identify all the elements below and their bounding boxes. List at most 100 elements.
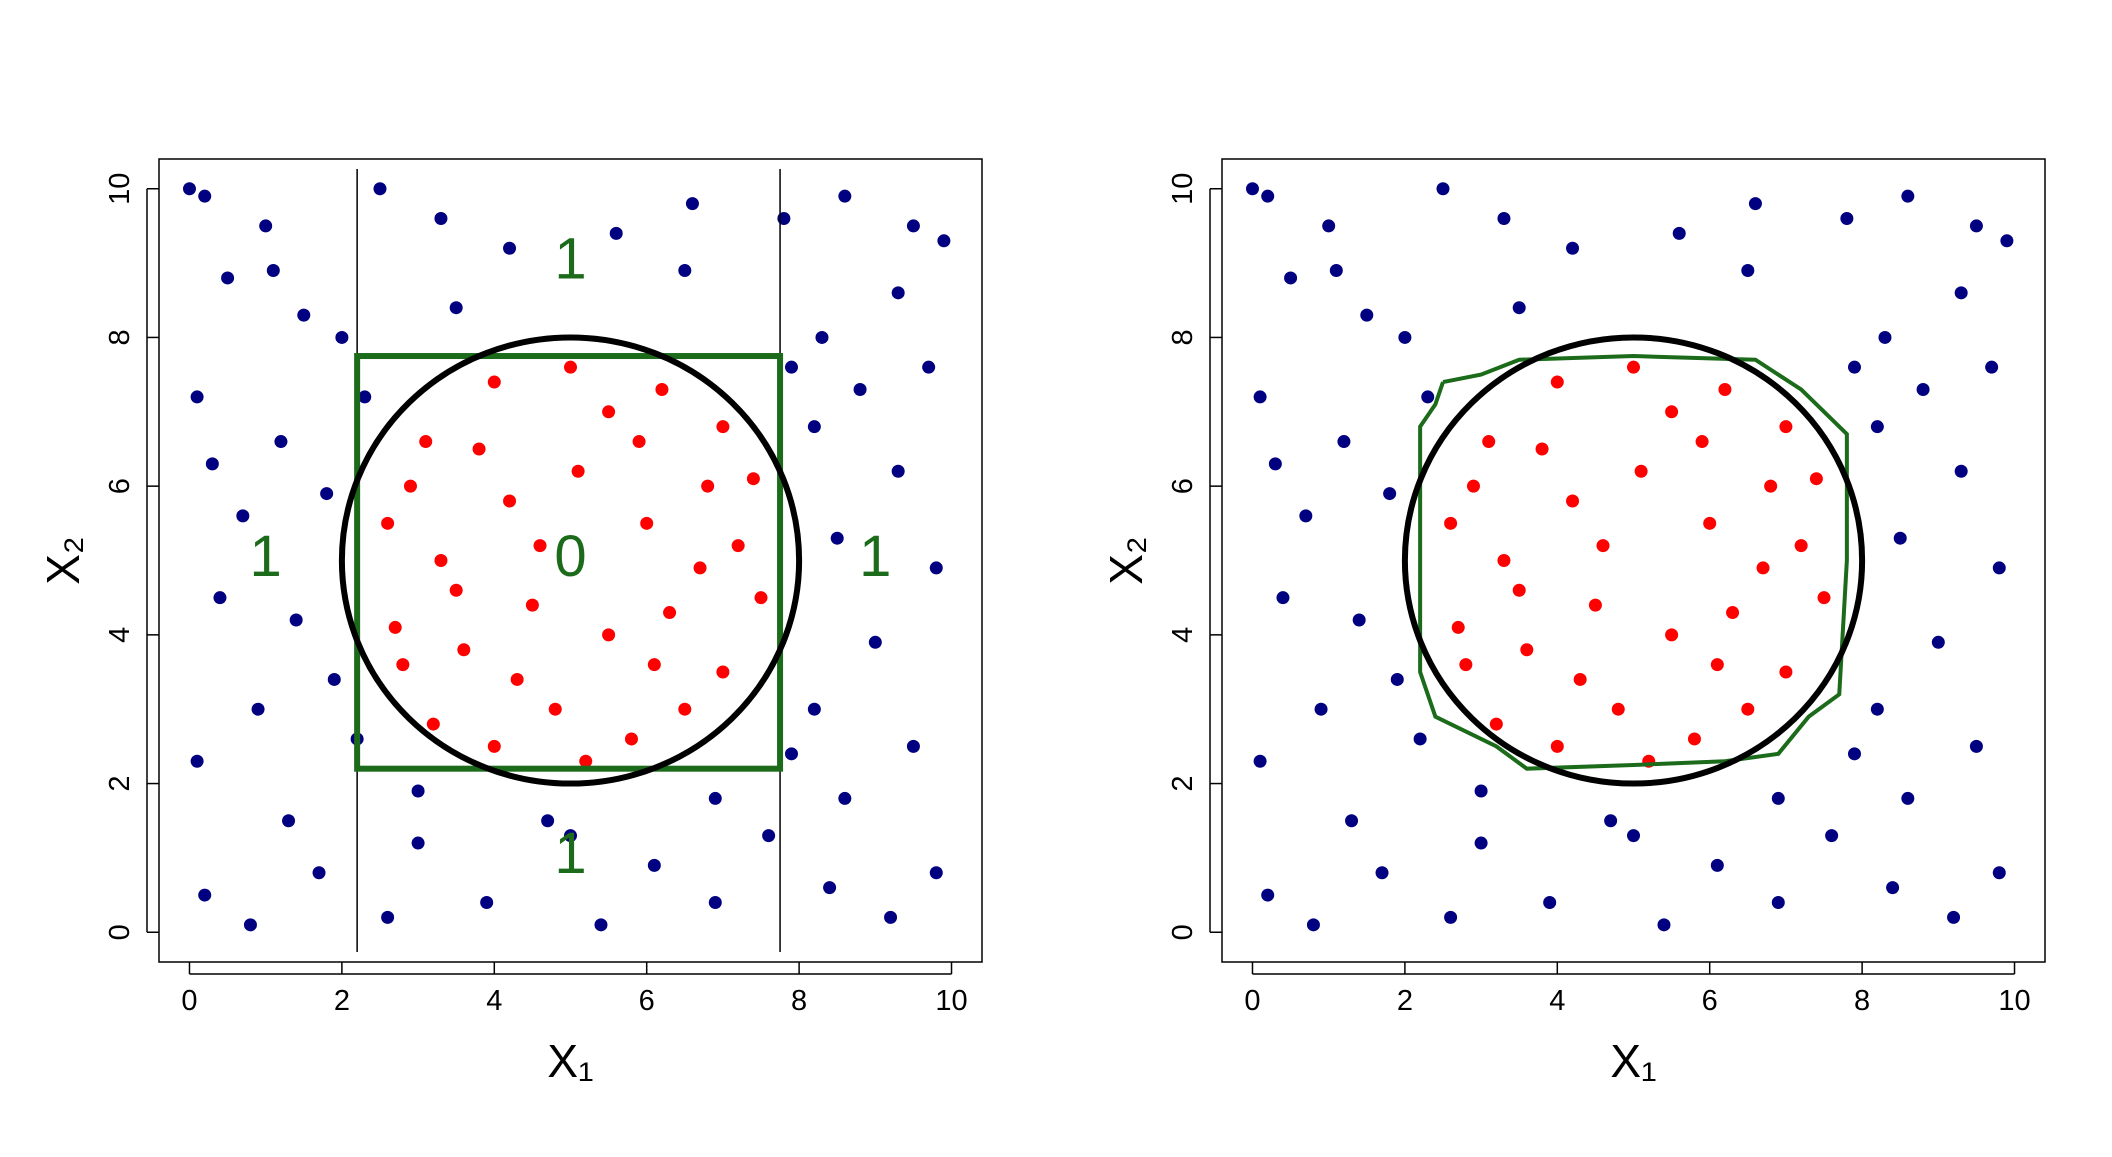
- point: [510, 672, 524, 686]
- point: [1352, 613, 1366, 627]
- point: [929, 561, 943, 575]
- y-axis-label: X₂: [37, 536, 89, 585]
- point: [426, 717, 440, 731]
- y-tick-label: 6: [104, 478, 136, 494]
- y-tick-label: 0: [104, 924, 136, 940]
- point: [1245, 182, 1259, 196]
- point: [434, 554, 448, 567]
- point: [388, 620, 402, 634]
- point: [236, 509, 250, 523]
- region-label: 1: [554, 821, 586, 886]
- point: [1634, 464, 1648, 478]
- point: [1482, 435, 1496, 449]
- point: [457, 643, 471, 657]
- x-axis-label: X₁: [547, 1035, 593, 1087]
- point: [1741, 702, 1755, 716]
- point: [411, 836, 425, 850]
- point: [1596, 539, 1610, 553]
- point: [1512, 301, 1526, 315]
- point: [602, 628, 616, 642]
- x-tick-label: 10: [1998, 985, 2030, 1017]
- region-label: 1: [859, 524, 891, 589]
- point: [1466, 479, 1480, 493]
- point: [731, 539, 745, 553]
- point: [221, 271, 235, 285]
- point: [1718, 382, 1732, 396]
- point: [1969, 219, 1983, 233]
- decision-region: [354, 353, 784, 772]
- y-tick-label: 10: [1167, 173, 1199, 205]
- point: [327, 672, 341, 686]
- x-axis-label: X₁: [1610, 1035, 1656, 1087]
- point: [1779, 665, 1793, 679]
- point: [1345, 814, 1359, 828]
- point: [1261, 189, 1275, 203]
- point: [381, 516, 395, 530]
- point: [1726, 606, 1740, 620]
- point: [320, 487, 334, 501]
- x-tick-label: 0: [181, 985, 197, 1017]
- point: [1870, 702, 1884, 716]
- point: [541, 814, 555, 828]
- point: [1748, 197, 1762, 211]
- point: [1886, 881, 1900, 895]
- point: [830, 531, 844, 545]
- true-boundary: [338, 334, 803, 787]
- point: [1840, 211, 1854, 225]
- point: [1779, 420, 1793, 434]
- point: [403, 479, 417, 493]
- point: [1954, 286, 1968, 300]
- point: [1687, 732, 1701, 746]
- point: [182, 182, 196, 196]
- point: [1360, 308, 1374, 322]
- point: [1741, 264, 1755, 278]
- x-tick-label: 4: [486, 985, 502, 1017]
- point: [190, 754, 204, 768]
- point: [1299, 509, 1313, 523]
- point: [1520, 643, 1534, 657]
- point: [922, 360, 936, 374]
- point: [205, 457, 219, 471]
- point: [906, 739, 920, 753]
- point: [1421, 390, 1435, 404]
- point: [1992, 866, 2006, 880]
- point: [609, 226, 623, 240]
- point: [198, 888, 212, 902]
- point: [701, 479, 715, 493]
- point: [487, 739, 501, 753]
- x-tick-label: 8: [1854, 985, 1870, 1017]
- point: [807, 702, 821, 716]
- point: [480, 896, 494, 910]
- point: [678, 264, 692, 278]
- point: [548, 702, 562, 716]
- point: [1992, 561, 2006, 575]
- point: [906, 219, 920, 233]
- point: [655, 382, 669, 396]
- point: [807, 420, 821, 434]
- x-tick-label: 6: [1702, 985, 1718, 1017]
- point: [746, 472, 760, 486]
- point: [1847, 747, 1861, 761]
- point: [1665, 405, 1679, 419]
- point: [1322, 219, 1336, 233]
- point: [259, 219, 273, 233]
- point: [1497, 211, 1511, 225]
- point: [1627, 829, 1640, 843]
- y-tick-label: 8: [104, 329, 136, 345]
- point: [1474, 784, 1488, 798]
- point: [1413, 732, 1427, 746]
- point: [449, 583, 463, 597]
- point: [381, 910, 395, 924]
- point: [564, 360, 577, 374]
- point: [1985, 360, 1999, 374]
- point: [1474, 836, 1488, 850]
- point: [1573, 672, 1587, 686]
- point: [1893, 531, 1907, 545]
- point: [1695, 435, 1709, 449]
- point: [1771, 896, 1785, 910]
- point: [289, 613, 303, 627]
- point: [594, 918, 608, 932]
- point: [274, 435, 288, 449]
